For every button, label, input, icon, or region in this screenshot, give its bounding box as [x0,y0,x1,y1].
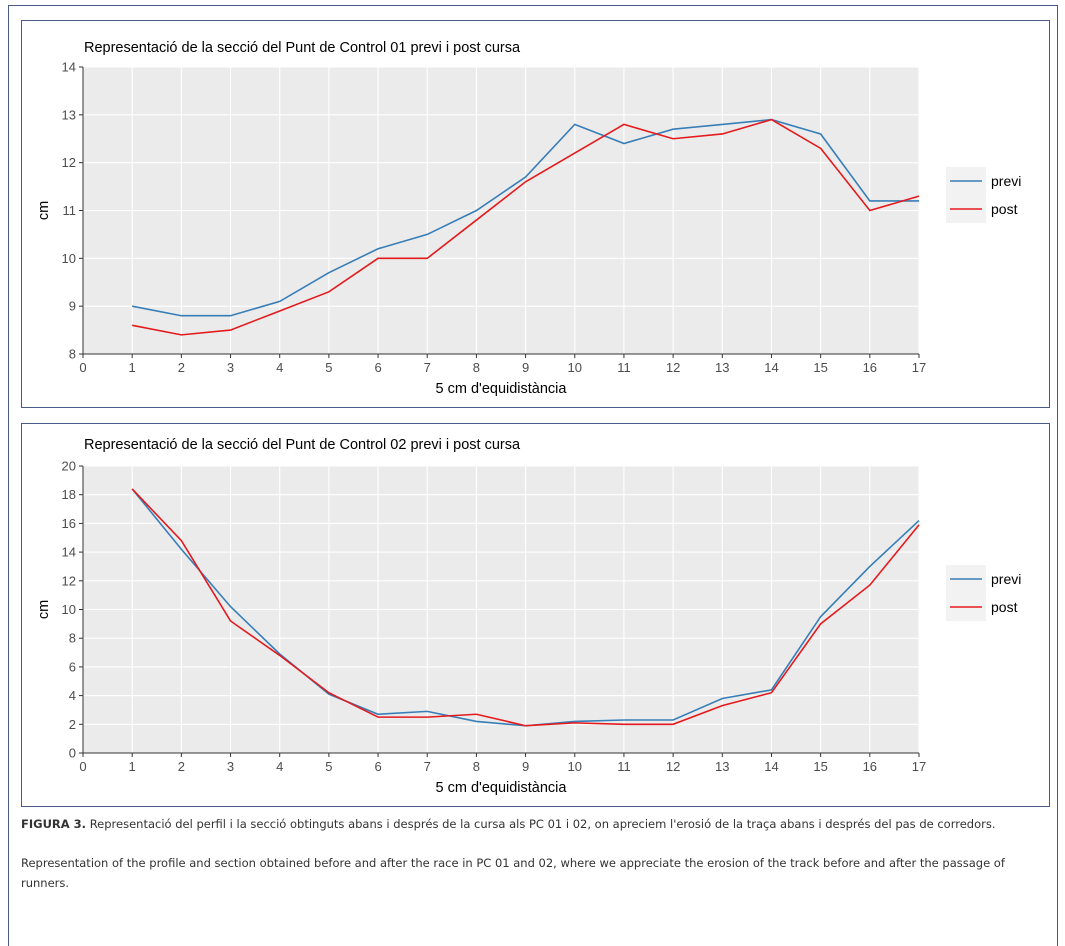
caption-text: Representació del perfil i la secció obt… [89,817,996,831]
chart-panel: 0 2 4 6 8 10 12 14 16 18 20 0 1 2 3 4 5 6 7 8 9 10 11 12 13 14 15 1… [21,423,1050,807]
x-tick-label: 13 [715,360,729,375]
x-tick-label: 8 [473,759,480,774]
y-tick-label: 10 [62,602,76,617]
x-tick-label: 12 [666,759,680,774]
x-tick-label: 14 [764,759,778,774]
y-tick-label: 16 [62,516,76,531]
y-tick-label: 8 [69,631,76,646]
x-tick-label: 3 [227,759,234,774]
y-tick-label: 12 [62,573,76,588]
y-tick-label: 9 [69,299,76,314]
y-tick-label: 10 [62,251,76,266]
y-tick-label: 4 [69,688,76,703]
x-tick-label: 17 [912,759,926,774]
caption-ca: FIGURA 3. Representació del perfil i la … [21,814,1051,834]
x-tick-label: 7 [424,360,431,375]
x-tick-label: 0 [79,759,86,774]
x-tick-label: 1 [129,759,136,774]
x-tick-label: 8 [473,360,480,375]
x-tick-label: 15 [813,360,827,375]
x-axis-label: 5 cm d'equidistància [436,780,568,796]
data-line [131,488,920,727]
caption-en: Representation of the profile and sectio… [21,856,1005,890]
legend-label: post [991,599,1018,615]
data-line [132,118,919,317]
y-tick-label: 18 [62,487,76,502]
x-tick-label: 13 [715,759,729,774]
y-tick-label: 0 [69,746,76,761]
chart-title: Representació de la secció del Punt de C… [84,40,521,56]
x-tick-label: 16 [863,360,877,375]
x-tick-label: 15 [813,759,827,774]
x-tick-label: 9 [522,759,529,774]
chart-title: Representació de la secció del Punt de C… [84,437,521,453]
y-tick-label: 6 [69,659,76,674]
x-tick-label: 6 [374,759,381,774]
legend-label: post [991,201,1018,217]
caption: FIGURA 3. Representació del perfil i la … [21,814,1051,912]
x-tick-label: 3 [227,360,234,375]
x-tick-label: 10 [568,759,582,774]
data-line [132,118,920,336]
y-tick-label: 12 [62,155,76,170]
x-tick-label: 5 [325,759,332,774]
x-tick-label: 11 [617,360,631,375]
x-tick-label: 9 [522,360,529,375]
caption-label: FIGURA 3. [21,817,87,831]
x-tick-label: 16 [863,759,877,774]
x-tick-label: 2 [178,759,185,774]
x-tick-label: 12 [666,360,680,375]
x-axis-label: 5 cm d'equidistància [436,381,568,397]
y-tick-label: 11 [63,203,77,218]
x-tick-label: 4 [276,360,283,375]
y-tick-label: 20 [62,459,76,474]
y-tick-label: 13 [62,107,76,122]
legend-label: previ [991,571,1021,587]
x-tick-label: 7 [424,759,431,774]
y-tick-label: 8 [69,347,76,362]
figure-frame [8,5,1058,946]
x-tick-label: 14 [764,360,778,375]
y-tick-label: 2 [69,717,76,732]
legend-label: previ [991,173,1021,189]
x-tick-label: 6 [374,360,381,375]
y-axis-label: cm [36,201,52,220]
x-tick-label: 2 [178,360,185,375]
y-tick-label: 14 [62,545,76,560]
y-tick-label: 14 [62,60,76,75]
x-tick-label: 11 [617,759,631,774]
x-tick-label: 10 [568,360,582,375]
x-tick-label: 0 [79,360,86,375]
x-tick-label: 5 [325,360,332,375]
x-tick-label: 17 [912,360,926,375]
x-tick-label: 4 [276,759,283,774]
x-tick-label: 1 [129,360,136,375]
y-axis-label: cm [36,600,52,619]
chart-panel: 8 9 10 11 12 13 14 0 1 2 3 4 5 6 7 8 9 10 11 12 13 14 15 16 17 Re… [21,20,1050,408]
